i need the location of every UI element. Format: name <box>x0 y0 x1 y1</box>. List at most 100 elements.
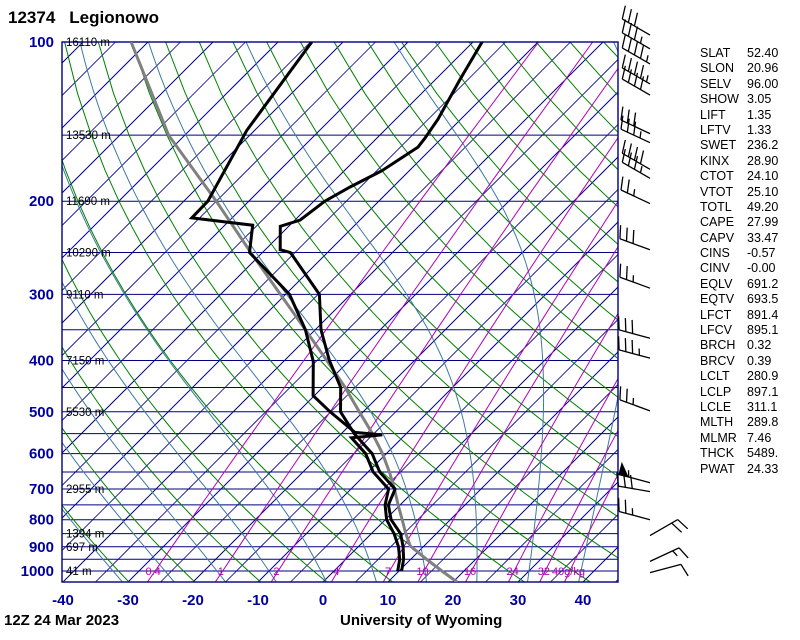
height-label: 1394 m <box>66 529 104 541</box>
isotherm-line <box>62 42 441 422</box>
dry-adiabat-line <box>165 42 618 559</box>
barb-full <box>633 41 639 56</box>
barb-full <box>639 64 645 79</box>
index-value: 24.10 <box>747 169 779 184</box>
wind-barb <box>620 106 651 135</box>
dry-adiabat-line <box>333 42 618 360</box>
wind-barb <box>619 225 651 251</box>
isotherm-line <box>160 123 618 582</box>
isotherm-line <box>62 42 116 97</box>
height-label: 9110 m <box>66 289 104 301</box>
temp-axis-label: -40 <box>52 592 74 609</box>
index-value: -0.57 <box>747 246 776 261</box>
index-value: 24.33 <box>747 461 779 476</box>
mixing-ratio-line <box>146 42 540 582</box>
mixing-ratio-label: 1 <box>218 566 224 578</box>
mixing-ratio-label: 40g/kg <box>552 566 585 578</box>
dry-adiabats <box>62 42 618 582</box>
barb-staff <box>621 18 651 36</box>
barb-full <box>671 522 683 533</box>
index-value: 0.39 <box>747 353 772 368</box>
height-label: 7150 m <box>66 355 104 367</box>
background-grid <box>62 42 618 582</box>
pressure-axis-label: 500 <box>29 404 54 421</box>
index-name: CAPV <box>700 230 735 245</box>
isotherm-line <box>62 42 604 582</box>
barb-full <box>633 72 639 87</box>
dry-adiabat-line <box>131 42 591 582</box>
isotherm-line <box>62 42 311 292</box>
height-label: 10290 m <box>66 248 111 260</box>
isotherm-line <box>62 42 344 324</box>
wind-barbs <box>616 5 689 577</box>
moist-adiabat-line <box>393 42 545 582</box>
barb-staff <box>620 189 651 205</box>
index-value: 236.2 <box>747 138 779 153</box>
pressure-axis-label: 900 <box>29 539 54 556</box>
barb-full <box>680 563 689 577</box>
barb-staff <box>620 128 651 144</box>
index-row-lfcv: LFCV 895.1 <box>700 323 800 338</box>
isotherm-line <box>62 42 474 454</box>
height-label: 13530 m <box>66 130 111 142</box>
sounding-datetime: 12Z 24 Mar 2023 <box>4 612 120 629</box>
isotherm-lines <box>62 42 618 582</box>
index-row-slat: SLAT 52.40 <box>700 46 800 61</box>
barb-full <box>627 37 633 52</box>
mixing-ratio-lines <box>146 42 618 582</box>
mixing-ratio-label: 16 <box>464 566 476 578</box>
index-row-thck: THCK 5489. <box>700 446 800 461</box>
isotherm-line <box>225 188 618 582</box>
index-value: 27.99 <box>747 215 779 230</box>
barb-full <box>626 179 630 194</box>
wind-barb <box>618 461 651 484</box>
isotherm-line <box>420 383 618 582</box>
barb-staff <box>621 161 651 179</box>
mixing-ratio-line <box>539 429 618 582</box>
index-name: LFTV <box>700 122 731 137</box>
index-name: SWET <box>700 138 737 153</box>
index-value: 691.2 <box>747 276 779 291</box>
mixing-ratio-label: 24 <box>507 566 519 578</box>
barb-full <box>619 263 622 278</box>
barb-full <box>633 121 637 136</box>
isotherm-line <box>127 91 618 582</box>
barb-staff <box>619 238 651 251</box>
isotherm-line <box>62 42 279 259</box>
isotherm-line <box>62 42 246 227</box>
barb-full <box>625 227 628 242</box>
barb-staff <box>620 119 651 135</box>
barb-half <box>645 75 649 83</box>
isotherm-line <box>452 416 618 582</box>
barb-full <box>620 115 624 130</box>
moist-adiabat-line <box>62 368 227 582</box>
index-value: 7.46 <box>747 430 772 445</box>
index-name: VTOT <box>700 184 734 199</box>
index-row-capv: CAPV 33.47 <box>700 231 800 246</box>
index-value: 96.00 <box>747 76 779 91</box>
index-name: LCLT <box>700 369 730 384</box>
barb-staff <box>618 510 651 521</box>
barb-full <box>621 139 626 154</box>
index-row-selv: SELV 96.00 <box>700 77 800 92</box>
barb-full <box>626 109 630 124</box>
barb-full <box>616 472 620 487</box>
barb-full <box>620 176 624 191</box>
isotherm-line <box>355 318 618 582</box>
index-name: CAPE <box>700 215 735 230</box>
barb-full <box>632 229 635 244</box>
index-value: 897.1 <box>747 384 779 399</box>
pressure-axis-label: 400 <box>29 352 54 369</box>
barb-full <box>619 386 622 400</box>
index-name: LIFT <box>700 107 726 122</box>
barb-full <box>678 547 689 559</box>
barb-full <box>633 12 639 27</box>
pressure-axis-label: 600 <box>29 446 54 463</box>
height-label: 5530 m <box>66 407 104 419</box>
dry-adiabat-line <box>62 346 262 582</box>
dry-adiabat-line <box>62 427 196 582</box>
barb-full <box>626 118 630 133</box>
temp-axis-label: -30 <box>117 592 139 609</box>
index-row-show: SHOW 3.05 <box>700 92 800 107</box>
index-row-lclt: LCLT 280.9 <box>700 369 800 384</box>
